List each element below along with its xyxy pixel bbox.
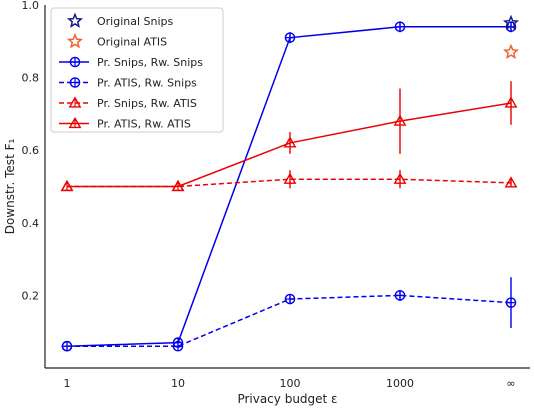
y-tick-label: 0.2 bbox=[22, 289, 40, 302]
reference-point bbox=[505, 46, 517, 58]
x-tick-label: 100 bbox=[280, 377, 301, 390]
data-point bbox=[395, 291, 404, 300]
y-axis-label: Downstr. Test F₁ bbox=[3, 139, 17, 235]
y-tick-label: 1.0 bbox=[22, 0, 40, 12]
y-tick-label: 0.4 bbox=[22, 217, 40, 230]
x-tick-label: 10 bbox=[171, 377, 185, 390]
legend-label: Original ATIS bbox=[97, 36, 167, 49]
data-point bbox=[173, 342, 182, 351]
legend-label: Pr. ATIS, Rw. ATIS bbox=[97, 118, 191, 131]
series-1 bbox=[62, 277, 515, 351]
x-tick-label: 1 bbox=[64, 377, 71, 390]
legend-label: Pr. Snips, Rw. Snips bbox=[97, 56, 203, 69]
x-tick-label: ∞ bbox=[506, 377, 515, 390]
legend: Original Snips Original ATIS Pr. Snips, Rw… bbox=[51, 8, 223, 132]
data-point bbox=[285, 33, 294, 42]
data-point bbox=[506, 98, 516, 107]
legend-marker bbox=[70, 78, 79, 87]
legend-label: Original Snips bbox=[97, 15, 174, 28]
x-tick-label: 1000 bbox=[386, 377, 414, 390]
data-point bbox=[285, 294, 294, 303]
data-point bbox=[395, 22, 404, 31]
data-point bbox=[62, 342, 71, 351]
data-point bbox=[506, 298, 515, 307]
y-tick-label: 0.6 bbox=[22, 144, 40, 157]
series-2 bbox=[62, 170, 516, 190]
legend-label: Pr. Snips, Rw. ATIS bbox=[97, 97, 197, 110]
x-axis-label: Privacy budget ε bbox=[237, 392, 337, 406]
legend-marker bbox=[70, 57, 79, 66]
y-tick-label: 0.8 bbox=[22, 72, 40, 85]
legend-label: Pr. ATIS, Rw. Snips bbox=[97, 77, 197, 90]
